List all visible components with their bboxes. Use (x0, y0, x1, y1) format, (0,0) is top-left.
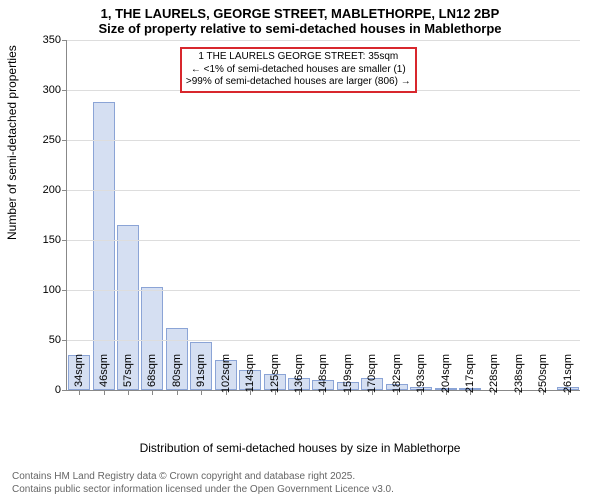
bar-slot: 238sqm (507, 40, 531, 390)
bar-slot: 46sqm (91, 40, 115, 390)
annotation-line2: ← <1% of semi-detached houses are smalle… (186, 64, 411, 77)
bar-slot: 114sqm (238, 40, 262, 390)
bar-slot: 261sqm (555, 40, 579, 390)
chart-plot-area: 1 THE LAURELS GEORGE STREET: 35sqm ← <1%… (66, 40, 580, 391)
bar-slot: 91sqm (189, 40, 213, 390)
x-tick-label: 193sqm (415, 354, 427, 396)
x-tick-label: 136sqm (293, 354, 305, 396)
x-tick-label: 159sqm (342, 354, 354, 396)
bar-slot: 217sqm (458, 40, 482, 390)
footer-line1: Contains HM Land Registry data © Crown c… (12, 470, 394, 483)
annotation-line3: >99% of semi-detached houses are larger … (186, 76, 411, 89)
bar-slot: 136sqm (287, 40, 311, 390)
grid-line (67, 240, 580, 241)
y-tick-label: 150 (43, 234, 67, 246)
chart-title-main: 1, THE LAURELS, GEORGE STREET, MABLETHOR… (0, 0, 600, 21)
x-tick-label: 182sqm (391, 354, 403, 396)
x-tick-label: 68sqm (146, 354, 158, 396)
x-tick-label: 46sqm (98, 354, 110, 396)
x-tick-label: 228sqm (488, 354, 500, 396)
footer-attribution: Contains HM Land Registry data © Crown c… (12, 470, 394, 496)
bar-slot: 228sqm (482, 40, 506, 390)
bar (93, 102, 115, 390)
x-tick-label: 114sqm (244, 354, 256, 396)
y-tick-label: 300 (43, 84, 67, 96)
bars-group: 34sqm46sqm57sqm68sqm80sqm91sqm102sqm114s… (67, 40, 580, 390)
chart-container: 1, THE LAURELS, GEORGE STREET, MABLETHOR… (0, 0, 600, 500)
bar-slot: 182sqm (384, 40, 408, 390)
bar-slot: 170sqm (360, 40, 384, 390)
x-axis-label: Distribution of semi-detached houses by … (0, 441, 600, 455)
bar-slot: 68sqm (140, 40, 164, 390)
x-tick-label: 170sqm (366, 354, 378, 396)
x-tick-label: 148sqm (317, 354, 329, 396)
y-tick-label: 200 (43, 184, 67, 196)
y-tick-label: 100 (43, 284, 67, 296)
x-tick-label: 80sqm (171, 354, 183, 396)
grid-line (67, 290, 580, 291)
footer-line2: Contains public sector information licen… (12, 483, 394, 496)
y-tick-label: 250 (43, 134, 67, 146)
bar-slot: 57sqm (116, 40, 140, 390)
bar-slot: 102sqm (214, 40, 238, 390)
grid-line (67, 190, 580, 191)
chart-title-sub: Size of property relative to semi-detach… (0, 21, 600, 40)
bar-slot: 148sqm (311, 40, 335, 390)
grid-line (67, 40, 580, 41)
grid-line (67, 340, 580, 341)
x-tick-label: 125sqm (269, 354, 281, 396)
y-tick-label: 50 (49, 334, 67, 346)
x-tick-label: 204sqm (440, 354, 452, 396)
y-tick-label: 350 (43, 34, 67, 46)
bar-slot: 250sqm (531, 40, 555, 390)
grid-line (67, 140, 580, 141)
bar-slot: 80sqm (165, 40, 189, 390)
y-axis-label: Number of semi-detached properties (5, 45, 19, 240)
bar-slot: 204sqm (433, 40, 457, 390)
x-tick-label: 57sqm (122, 354, 134, 396)
bar-slot: 34sqm (67, 40, 91, 390)
bar-slot: 193sqm (409, 40, 433, 390)
x-tick-label: 217sqm (464, 354, 476, 396)
bar-slot: 125sqm (262, 40, 286, 390)
bar-slot: 159sqm (336, 40, 360, 390)
x-tick-label: 91sqm (195, 354, 207, 396)
x-tick-label: 102sqm (220, 354, 232, 396)
x-tick-label: 250sqm (537, 354, 549, 396)
annotation-line1: 1 THE LAURELS GEORGE STREET: 35sqm (186, 51, 411, 64)
x-tick-label: 238sqm (513, 354, 525, 396)
y-tick-label: 0 (55, 384, 67, 396)
annotation-box: 1 THE LAURELS GEORGE STREET: 35sqm ← <1%… (180, 47, 417, 93)
x-tick-label: 261sqm (562, 354, 574, 396)
x-tick-label: 34sqm (73, 354, 85, 396)
